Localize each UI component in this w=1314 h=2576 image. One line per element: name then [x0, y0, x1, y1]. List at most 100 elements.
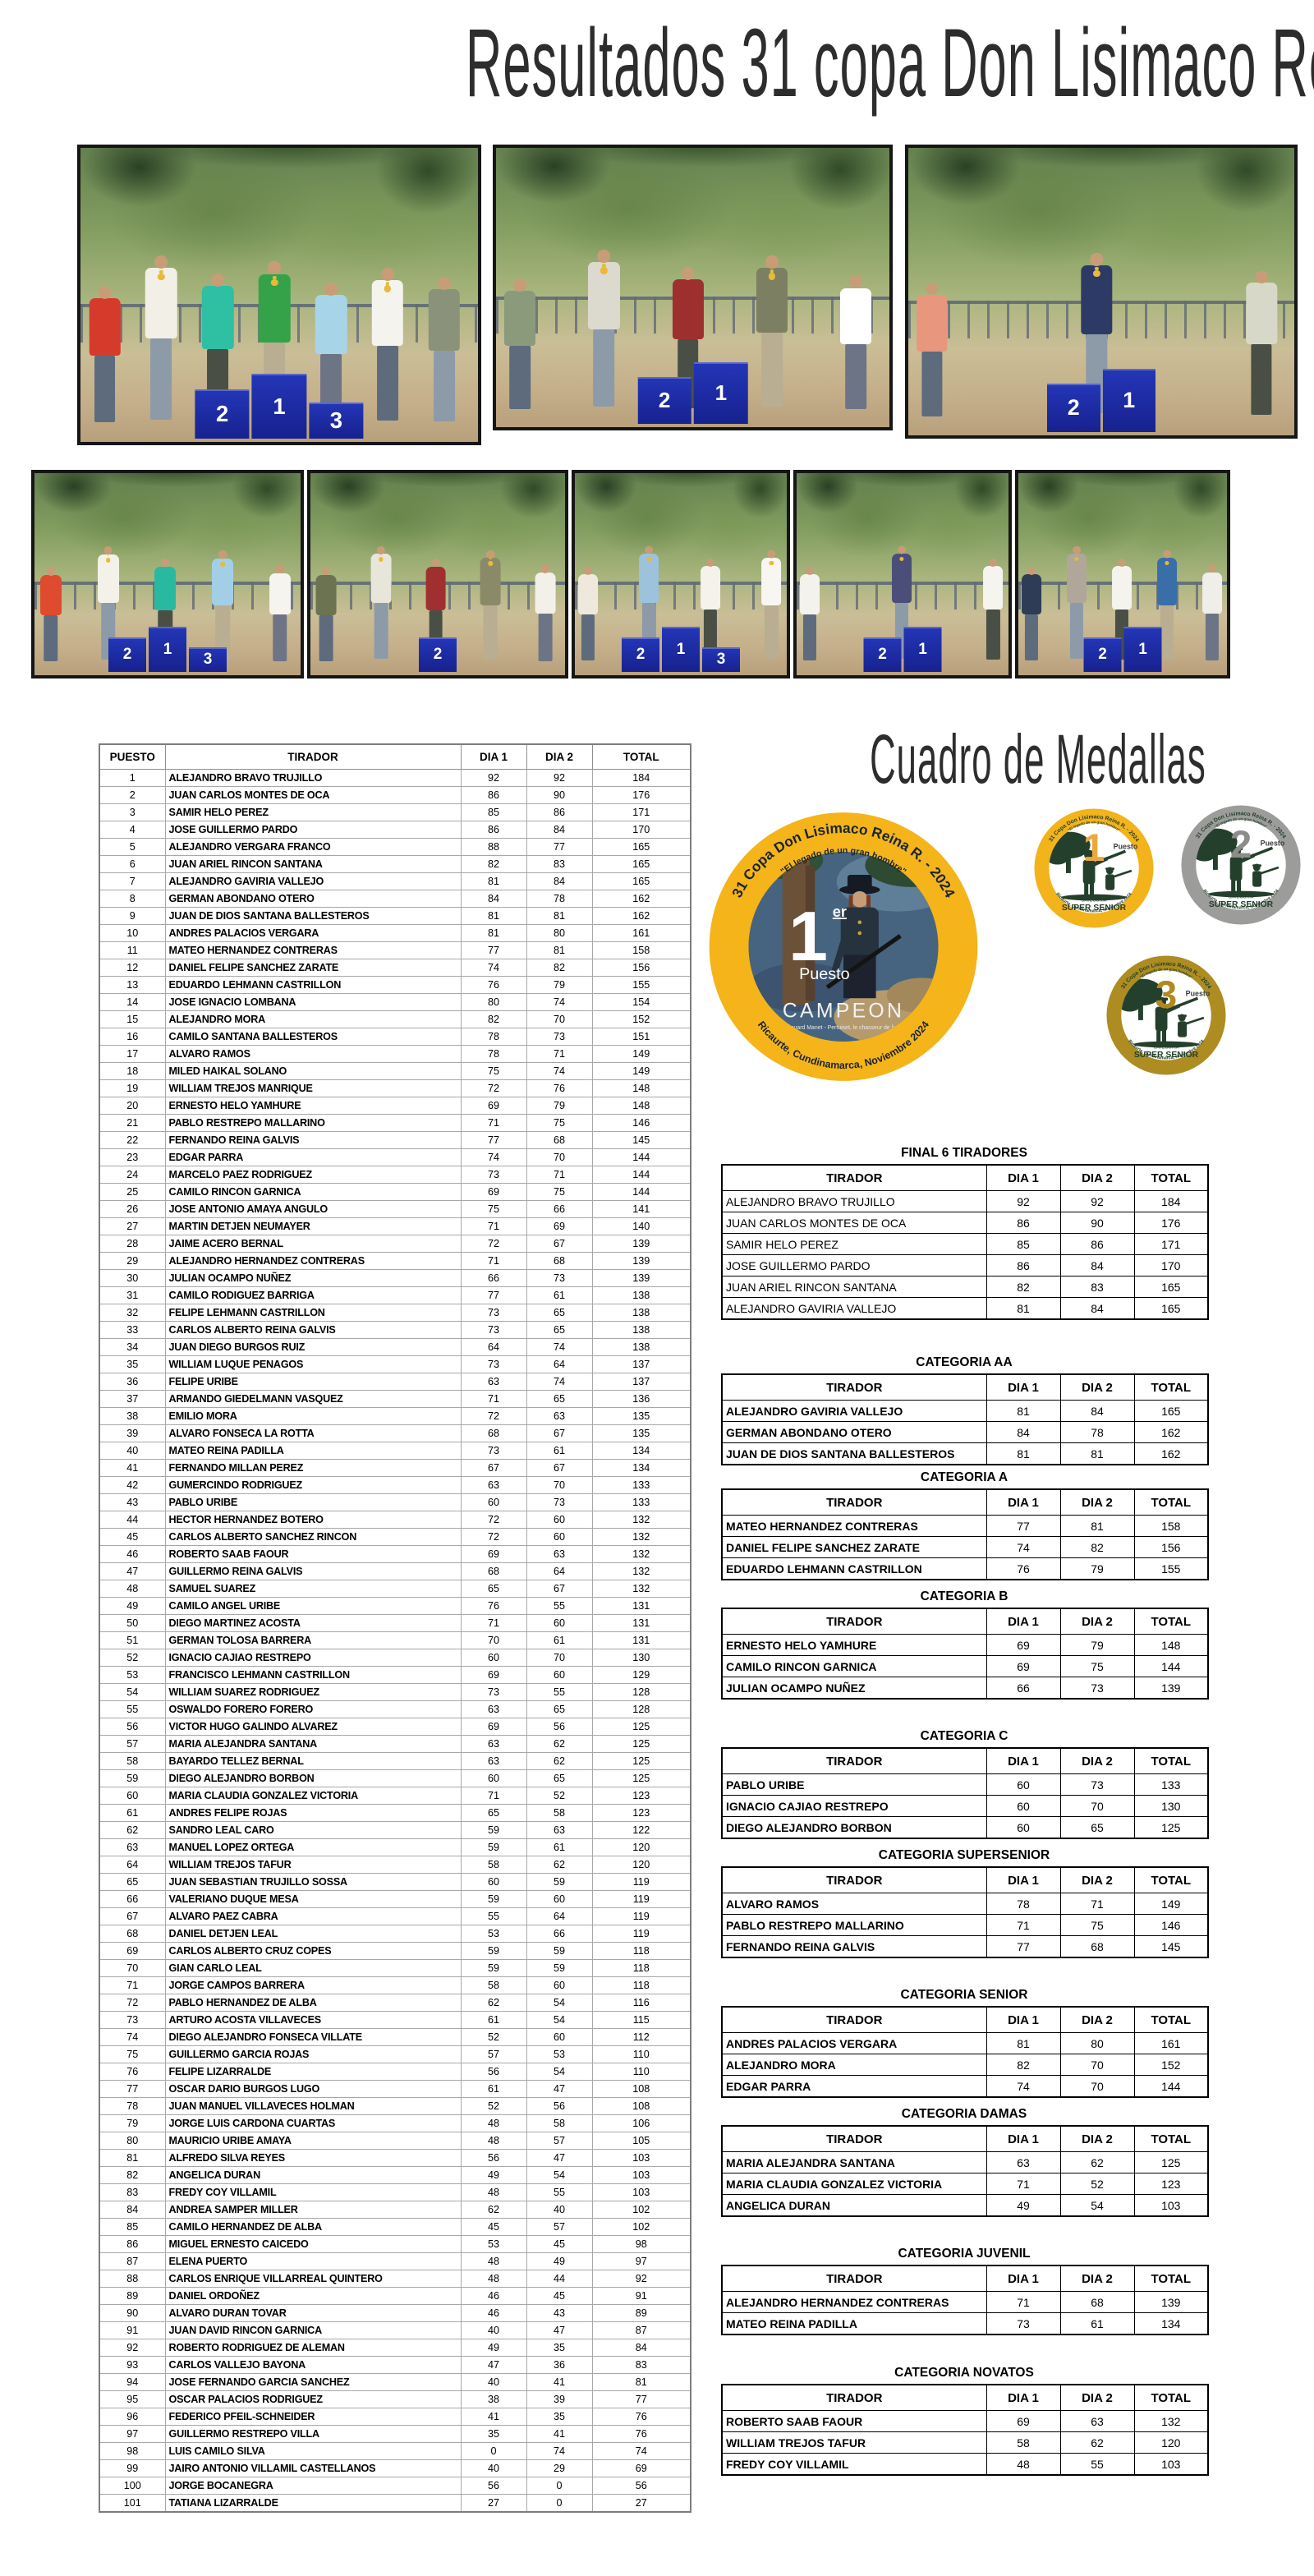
cell-total: 108	[591, 2080, 691, 2098]
cell-tirador: FELIPE LIZARRALDE	[164, 2063, 462, 2081]
cell-dia1: 38	[460, 2390, 527, 2408]
cell-dia1: 58	[460, 1976, 527, 1994]
table-row: 83 FREDY COY VILLAMIL 48 55 103	[99, 2183, 691, 2201]
cell-puesto: 39	[99, 1424, 166, 1442]
person-figure	[427, 276, 462, 424]
cell-dia2: 66	[526, 1925, 593, 1943]
cell-dia1: 57	[460, 2045, 527, 2063]
table-row: 47 GUILLERMO REINA GALVIS 68 64 132	[99, 1562, 691, 1580]
cell-dia1: 73	[460, 1355, 527, 1373]
cell-tirador: WILLIAM TREJOS MANRIQUE	[164, 1079, 462, 1097]
cell-total: 151	[591, 1028, 691, 1046]
table-row: 37 ARMANDO GIEDELMANN VASQUEZ 71 65 136	[99, 1390, 691, 1408]
table-row: WILLIAM TREJOS TAFUR 58 62 120	[721, 2431, 1209, 2454]
cell-puesto: 57	[99, 1735, 166, 1753]
table-row: 88 CARLOS ENRIQUE VILLARREAL QUINTERO 48 44…	[99, 2270, 691, 2288]
cell-tirador: JUAN DIEGO BURGOS RUIZ	[164, 1338, 462, 1356]
cell-tirador: CAMILO RINCON GARNICA	[721, 1655, 987, 1677]
cell-puesto: 47	[99, 1562, 166, 1580]
cell-total: 145	[1133, 1935, 1209, 1958]
main-table-header-row: PUESTO TIRADOR DIA 1 DIA 2 TOTAL	[99, 743, 691, 770]
cell-total: 120	[591, 1838, 691, 1856]
cell-total: 89	[591, 2304, 691, 2322]
cell-tirador: ALFREDO SILVA REYES	[164, 2149, 462, 2167]
cell-total: 102	[591, 2201, 691, 2219]
cell-total: 184	[1133, 1190, 1209, 1212]
cell-total: 129	[591, 1666, 691, 1684]
cell-puesto: 29	[99, 1252, 166, 1270]
cell-dia1: 59	[460, 1890, 527, 1908]
cell-puesto: 7	[99, 872, 166, 890]
table-row: DANIEL FELIPE SANCHEZ ZARATE 74 82 156	[721, 1536, 1209, 1558]
cell-total: 137	[591, 1373, 691, 1391]
cell-tirador: ANGELICA DURAN	[164, 2166, 462, 2184]
category-header-row: TIRADOR DIA 1 DIA 2 TOTAL	[721, 1488, 1209, 1516]
cell-dia2: 36	[526, 2356, 593, 2374]
cell-dia1: 72	[460, 1528, 527, 1546]
cell-puesto: 32	[99, 1304, 166, 1322]
cell-tirador: WILLIAM LUQUE PENAGOS	[164, 1355, 462, 1373]
cell-total: 27	[591, 2494, 691, 2513]
table-row: SAMIR HELO PEREZ 85 86 171	[721, 1233, 1209, 1255]
person-figure	[1156, 550, 1178, 663]
cell-puesto: 81	[99, 2149, 166, 2167]
table-row: 1 ALEJANDRO BRAVO TRUJILLO 92 92 184	[99, 769, 691, 787]
cell-puesto: 73	[99, 2011, 166, 2029]
cell-tirador: DANIEL FELIPE SANCHEZ ZARATE	[164, 959, 462, 977]
cell-dia1: 71	[460, 1614, 527, 1632]
table-row: 14 JOSE IGNACIO LOMBANA 80 74 154	[99, 993, 691, 1011]
cell-total: 184	[591, 769, 691, 787]
cell-dia2: 79	[1059, 1634, 1135, 1656]
cell-total: 149	[591, 1045, 691, 1063]
table-row: 89 DANIEL ORDOÑEZ 46 45 91	[99, 2287, 691, 2305]
cell-dia2: 70	[526, 1649, 593, 1667]
cell-total: 162	[591, 907, 691, 925]
column-header: TOTAL	[1133, 2384, 1209, 2411]
cell-dia2: 54	[526, 2166, 593, 2184]
cell-tirador: JOSE ANTONIO AMAYA ANGULO	[164, 1200, 462, 1218]
cell-dia2: 61	[526, 1838, 593, 1856]
cell-dia1: 65	[460, 1580, 527, 1598]
cell-total: 165	[591, 855, 691, 873]
cell-puesto: 72	[99, 1994, 166, 2012]
category-table-title: CATEGORIA C	[920, 1729, 1008, 1743]
podium-photo-r2-3: 2 1 3	[572, 470, 790, 678]
cell-tirador: ANDRES PALACIOS VERGARA	[164, 924, 462, 942]
cell-puesto: 51	[99, 1631, 166, 1649]
cell-dia2: 71	[526, 1045, 593, 1063]
cell-dia1: 66	[460, 1269, 527, 1287]
cell-total: 140	[591, 1217, 691, 1235]
table-row: 84 ANDREA SAMPER MILLER 62 40 102	[99, 2201, 691, 2219]
cell-total: 84	[591, 2339, 691, 2357]
cell-total: 158	[591, 941, 691, 959]
table-row: ALEJANDRO BRAVO TRUJILLO 92 92 184	[721, 1190, 1209, 1212]
cell-dia1: 59	[460, 1959, 527, 1977]
railing	[575, 582, 787, 610]
table-row: 59 DIEGO ALEJANDRO BORBON 60 65 125	[99, 1769, 691, 1787]
cell-puesto: 94	[99, 2373, 166, 2391]
cell-dia1: 55	[460, 1907, 527, 1925]
cell-dia1: 60	[460, 1493, 527, 1511]
cell-dia2: 82	[1059, 1536, 1135, 1558]
cell-puesto: 62	[99, 1821, 166, 1839]
cell-puesto: 11	[99, 941, 166, 959]
cell-dia1: 81	[986, 1442, 1061, 1465]
hunting-scene	[1196, 828, 1280, 898]
cell-dia2: 55	[1059, 2453, 1135, 2476]
cell-tirador: JAIME ACERO BERNAL	[164, 1235, 462, 1253]
cell-total: 139	[591, 1235, 691, 1253]
cell-dia2: 62	[526, 1735, 593, 1753]
column-header: DIA 2	[1059, 1164, 1135, 1191]
place-label: Puesto	[1114, 842, 1138, 850]
cell-tirador: IGNACIO CAJIAO RESTREPO	[164, 1649, 462, 1667]
cell-dia1: 69	[460, 1183, 527, 1201]
cell-puesto: 34	[99, 1338, 166, 1356]
cell-tirador: ANDRES PALACIOS VERGARA	[721, 2032, 987, 2054]
cell-dia1: 56	[460, 2149, 527, 2167]
cell-puesto: 33	[99, 1321, 166, 1339]
cell-tirador: JORGE CAMPOS BARRERA	[164, 1976, 462, 1994]
cell-total: 162	[1133, 1421, 1209, 1443]
cell-dia1: 62	[460, 1994, 527, 2012]
cell-total: 170	[591, 821, 691, 839]
medal-on-chest	[488, 561, 494, 566]
